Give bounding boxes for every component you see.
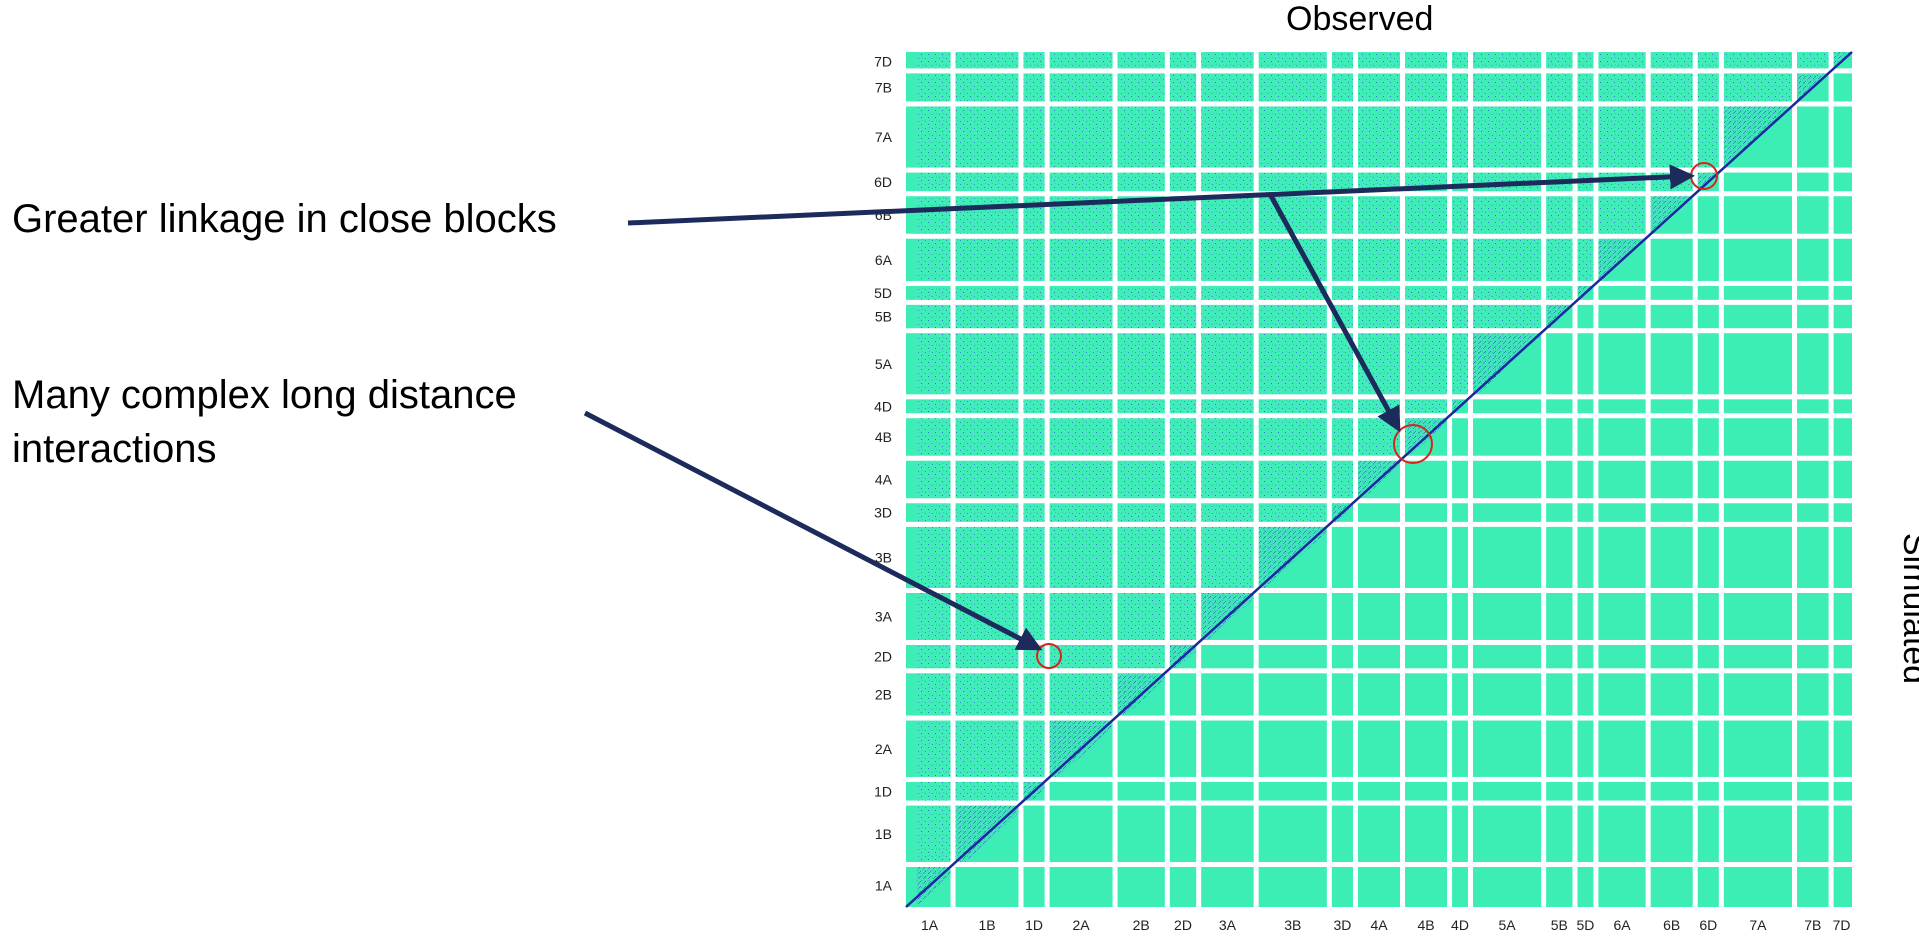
gridline-vertical (1792, 52, 1798, 907)
y-tick-label: 4D (874, 398, 892, 414)
x-tick-label: 3A (1219, 917, 1237, 933)
arrow-close-blocks-branch (1267, 192, 1401, 433)
gridline-vertical (1718, 52, 1724, 907)
x-tick-label: 2B (1133, 917, 1150, 933)
gridline-horizontal (906, 455, 1852, 461)
gridline-vertical (1196, 52, 1202, 907)
gridline-horizontal (906, 776, 1852, 782)
y-tick-label: 1A (875, 878, 893, 894)
y-tick-label: 4A (875, 472, 893, 488)
y-tick-label: 7D (874, 53, 892, 69)
diagonal-line (905, 51, 1853, 908)
gridline-vertical (1018, 52, 1024, 907)
x-tick-label: 3B (1284, 917, 1301, 933)
gridline-horizontal (906, 167, 1852, 173)
x-tick-label: 1D (1025, 917, 1043, 933)
y-tick-label: 7A (875, 129, 893, 145)
highlight-circle-4b (1393, 424, 1433, 464)
gridline-vertical (1253, 52, 1259, 907)
annotation-long-distance: Many complex long distance interactions (12, 368, 517, 476)
y-tick-label: 5B (875, 309, 892, 325)
gridline-horizontal (906, 328, 1852, 334)
gridline-horizontal (906, 233, 1852, 239)
y-axis-tick-labels: 1A1B1D2A2B2D3A3B3D4A4B4D5A5B5D6A6B6D7A7B… (874, 53, 893, 893)
x-tick-label: 7B (1804, 917, 1821, 933)
gridline-vertical (1326, 52, 1332, 907)
gridline-horizontal (906, 299, 1852, 305)
gridline-horizontal (906, 101, 1852, 107)
annotation-long-distance-line1: Many complex long distance (12, 373, 517, 417)
gridline-vertical (1044, 52, 1050, 907)
y-tick-label: 3D (874, 505, 892, 521)
x-tick-label: 7D (1833, 917, 1851, 933)
annotation-close-blocks: Greater linkage in close blocks (12, 197, 557, 241)
arrow-close-blocks-main (627, 164, 1695, 226)
gridline-vertical (1572, 52, 1578, 907)
gridline-vertical (1164, 52, 1170, 907)
chart-title-observed: Observed (1286, 0, 1434, 38)
y-tick-label: 3B (875, 549, 892, 565)
gridline-vertical (1467, 52, 1473, 907)
annotation-long-distance-line2: interactions (12, 427, 217, 471)
chart-right-label-simulated: Simulated (1896, 532, 1919, 685)
gridline-vertical (1112, 52, 1118, 907)
highlight-circle-1d-2b (1036, 643, 1062, 669)
gridline-horizontal (906, 191, 1852, 197)
x-tick-label: 6B (1663, 917, 1680, 933)
x-tick-label: 1A (921, 917, 939, 933)
arrow-long-distance (583, 410, 1043, 651)
gridline-horizontal (906, 800, 1852, 806)
y-tick-label: 7B (875, 79, 892, 95)
x-tick-label: 4A (1370, 917, 1388, 933)
gridline-vertical (1352, 52, 1358, 907)
gridline-horizontal (906, 68, 1852, 74)
y-tick-label: 6D (874, 174, 892, 190)
y-tick-label: 4B (875, 429, 892, 445)
x-tick-label: 4B (1417, 917, 1434, 933)
gridline-horizontal (906, 498, 1852, 504)
gridline-horizontal (906, 715, 1852, 721)
gridline-vertical (1828, 52, 1834, 907)
y-tick-label: 2B (875, 686, 892, 702)
x-axis-tick-labels: 1A 1B 1D 2A 2B 2D 3A 3B 3D 4A 4B 4D 5A 5B 5D 6A 6B 6D 7A 7B… (921, 917, 1851, 933)
x-tick-label: 5A (1498, 917, 1516, 933)
y-tick-label: 6A (875, 252, 893, 268)
x-tick-label: 4D (1451, 917, 1469, 933)
x-tick-label: 2A (1073, 917, 1091, 933)
y-tick-label: 1D (874, 783, 892, 799)
gridline-vertical (950, 52, 956, 907)
gridline-vertical (1400, 52, 1406, 907)
gridline-horizontal (906, 280, 1852, 286)
y-tick-label: 2D (874, 649, 892, 665)
x-tick-label: 2D (1174, 917, 1192, 933)
gridline-horizontal (906, 861, 1852, 867)
y-tick-label: 2A (875, 741, 893, 757)
y-tick-label: 3A (875, 608, 893, 624)
gridline-vertical (1692, 52, 1698, 907)
x-tick-label: 5B (1551, 917, 1568, 933)
gridline-vertical (1541, 52, 1547, 907)
x-tick-label: 6A (1613, 917, 1631, 933)
y-tick-label: 1B (875, 826, 892, 842)
gridline-horizontal (906, 639, 1852, 645)
gridline-vertical (1447, 52, 1453, 907)
x-tick-label: 6D (1699, 917, 1717, 933)
y-tick-label: 5D (874, 285, 892, 301)
gridline-horizontal (906, 588, 1852, 594)
x-tick-label: 1B (978, 917, 995, 933)
y-tick-label: 5A (875, 356, 893, 372)
gridline-horizontal (906, 668, 1852, 674)
gridline-vertical (1645, 52, 1651, 907)
x-tick-label: 3D (1333, 917, 1351, 933)
gridline-horizontal (906, 413, 1852, 419)
gridline-vertical (1593, 52, 1599, 907)
x-tick-label: 7A (1749, 917, 1767, 933)
gridline-horizontal (906, 521, 1852, 527)
x-tick-label: 5D (1576, 917, 1594, 933)
